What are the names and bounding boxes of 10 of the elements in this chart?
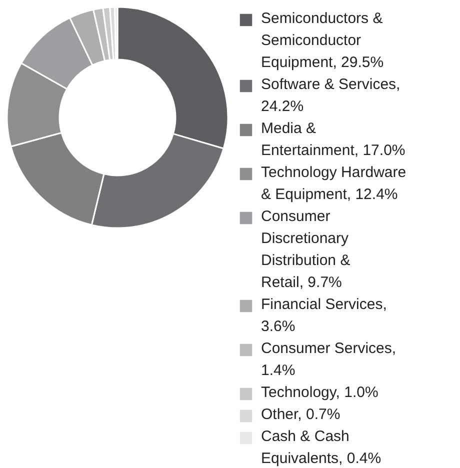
legend-label: Technology Hardware & Equipment, 12.4%: [261, 164, 406, 203]
legend-label: Financial Services, 3.6%: [261, 296, 387, 335]
legend-label: Consumer Discretionary Distribution & Retail, 9.7%: [261, 208, 350, 291]
legend-label: Other, 0.7%: [261, 406, 340, 423]
legend-label: Technology, 1.0%: [261, 384, 378, 401]
legend-label: Semiconductors & Semiconductor Equipment, 29.5%: [261, 10, 384, 71]
legend-label: Cash & Cash Equivalents, 0.4%: [261, 428, 382, 467]
legend-label: Consumer Services, 1.4%: [261, 340, 396, 379]
legend-label: Media & Entertainment, 17.0%: [261, 120, 406, 159]
legend-label: Software & Services, 24.2%: [261, 76, 400, 115]
